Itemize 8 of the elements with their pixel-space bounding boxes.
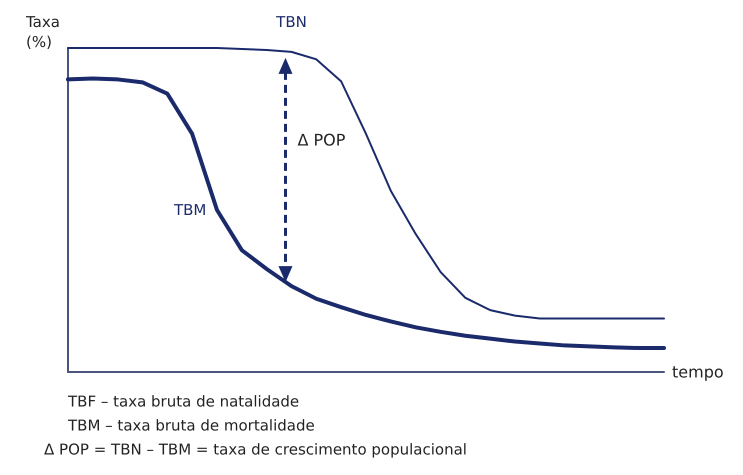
text: Δ POP = TBN – TBM = taxa de crescimento populacional — [44, 440, 467, 458]
x-axis-title: tempo — [672, 362, 724, 382]
text: TBM – taxa bruta de mortalidade — [67, 416, 315, 434]
annotation: Δ POP — [298, 130, 346, 150]
text: TBF – taxa bruta de natalidade — [67, 392, 300, 410]
y-axis-title: Taxa (%) — [25, 13, 60, 51]
series-label: TBM — [172, 201, 206, 219]
series-label: TBN — [275, 13, 307, 32]
